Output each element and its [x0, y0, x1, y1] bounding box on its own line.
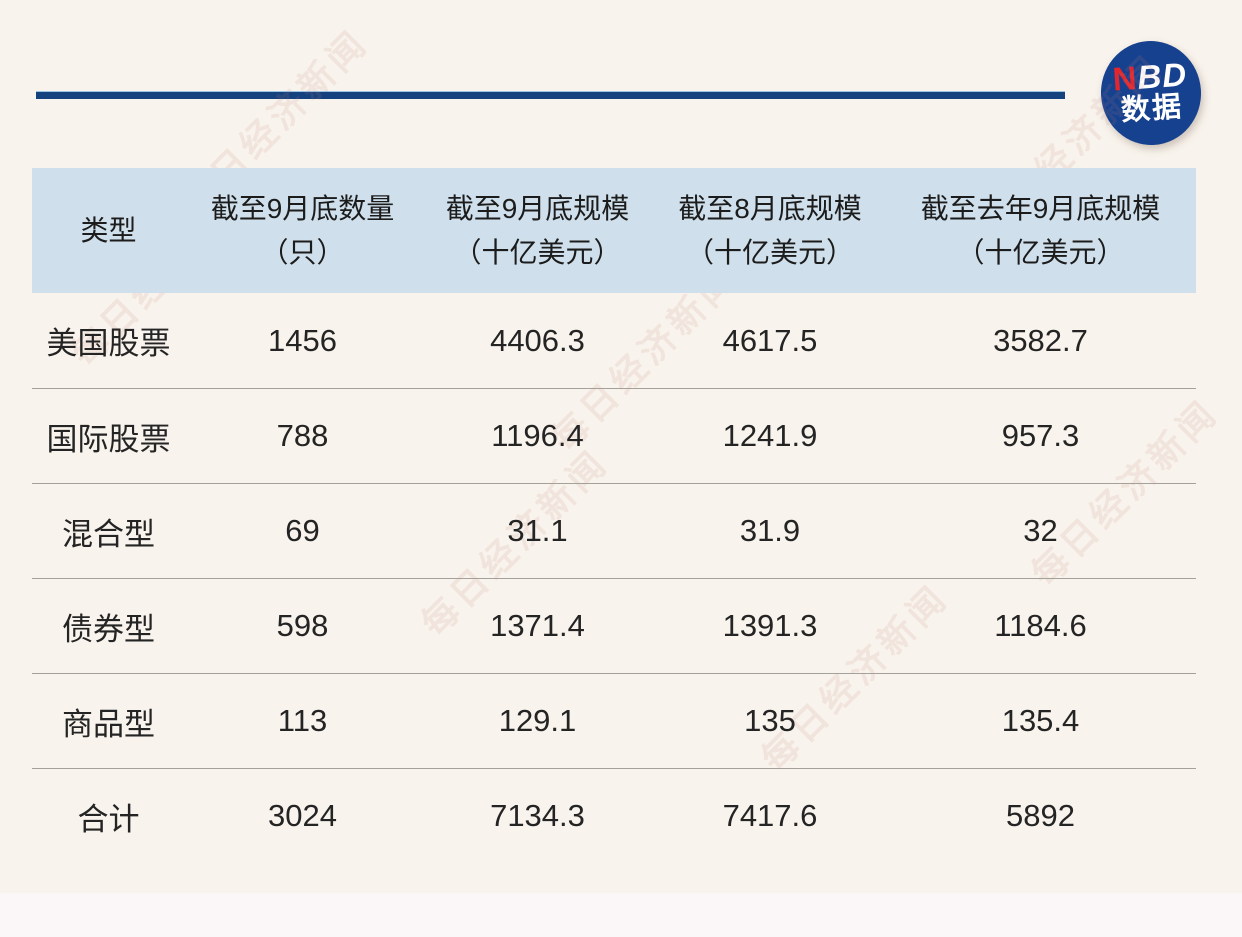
table-header-row: 类型 截至9月底数量 （只） 截至9月底规模 （十亿美元） 截至8月底规模 （十…	[32, 168, 1196, 293]
value-cell: 135.4	[1001, 703, 1080, 738]
value-cell: 32	[1023, 513, 1058, 548]
value-cell: 69	[285, 513, 320, 548]
value-cell: 4617.5	[722, 322, 818, 358]
header-rule	[36, 92, 1065, 99]
table-row-hybrid: 混合型 69 31.1 31.9 32	[32, 483, 1196, 578]
row-label-cell: 商品型	[62, 706, 155, 742]
value-cell: 1196.4	[491, 418, 584, 453]
header-cell-sep-aum: 截至9月底规模 （十亿美元）	[420, 168, 655, 293]
value-cell: 5892	[1006, 798, 1075, 833]
header-line1: 截至9月底规模	[445, 192, 630, 224]
row-label-cell: 债券型	[62, 611, 155, 647]
etf-table: 类型 截至9月底数量 （只） 截至9月底规模 （十亿美元） 截至8月底规模 （十…	[32, 168, 1196, 863]
header-cell-type: 类型	[32, 168, 185, 293]
value-cell: 3582.7	[993, 322, 1088, 358]
value-cell: 135	[744, 703, 796, 738]
nbd-logo-text: NBD	[1111, 55, 1189, 98]
row-label-cell: 合计	[77, 801, 140, 837]
value-cell: 113	[277, 703, 328, 738]
value-cell: 7134.3	[490, 798, 585, 833]
value-cell: 129.1	[498, 703, 577, 738]
value-cell: 1241.9	[722, 418, 818, 453]
value-cell: 31.1	[507, 513, 568, 548]
row-label-cell: 美国股票	[46, 326, 171, 361]
header-line1: 类型	[80, 214, 137, 246]
nbd-logo-n: N	[1111, 58, 1139, 98]
nbd-logo: NBD 数据	[1097, 37, 1205, 149]
header-line2: （只）	[260, 236, 345, 268]
value-cell: 957.3	[1001, 418, 1080, 453]
value-cell: 598	[276, 608, 329, 643]
header-cell-sep-count: 截至9月底数量 （只）	[185, 168, 420, 293]
header-cell-lastyear-aum: 截至去年9月底规模 （十亿美元）	[885, 168, 1196, 293]
row-label-cell: 混合型	[62, 516, 155, 552]
table-row-intl-equity: 国际股票 788 1196.4 1241.9 957.3	[32, 388, 1196, 483]
nbd-logo-bd: BD	[1136, 55, 1189, 96]
nbd-logo-subtext: 数据	[1120, 90, 1185, 127]
header-line1: 截至去年9月底规模	[920, 192, 1161, 224]
value-cell: 3024	[268, 798, 337, 833]
value-cell: 31.9	[739, 513, 801, 548]
header-cell-aug-aum: 截至8月底规模 （十亿美元）	[655, 168, 885, 293]
value-cell: 1371.4	[490, 608, 585, 643]
header-line1: 截至8月底规模	[678, 192, 862, 224]
table-row-us-equity: 美国股票 1456 4406.3 4617.5 3582.7	[32, 293, 1196, 388]
bottom-band	[0, 893, 1242, 937]
value-cell: 4406.3	[490, 322, 585, 358]
table-row-total: 合计 3024 7134.3 7417.6 5892	[32, 768, 1196, 863]
row-label-cell: 国际股票	[46, 421, 171, 457]
value-cell: 1456	[268, 322, 337, 358]
header-line2: （十亿美元）	[685, 236, 854, 268]
value-cell: 7417.6	[722, 798, 818, 833]
value-cell: 1184.6	[994, 608, 1087, 643]
header-line2: （十亿美元）	[453, 236, 622, 268]
header-line1: 截至9月底数量	[210, 192, 395, 224]
table-row-bond: 债券型 598 1371.4 1391.3 1184.6	[32, 578, 1196, 673]
table-row-commodity: 商品型 113 129.1 135 135.4	[32, 673, 1196, 768]
value-cell: 788	[276, 418, 329, 453]
value-cell: 1391.3	[722, 608, 818, 643]
header-line2: （十亿美元）	[956, 236, 1125, 268]
